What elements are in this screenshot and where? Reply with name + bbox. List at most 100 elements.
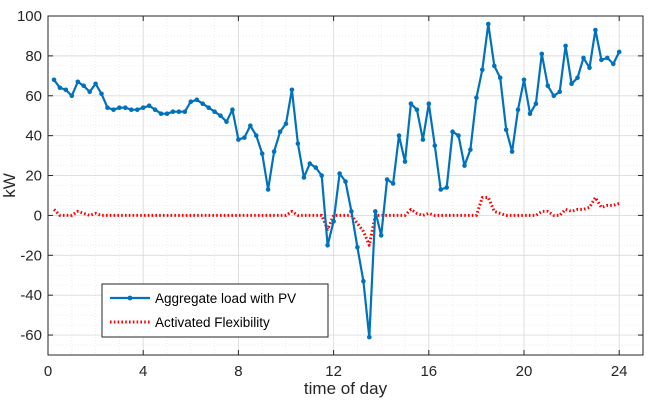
legend: Aggregate load with PV Activated Flexibi… bbox=[101, 283, 329, 338]
y-axis: 100 80 60 40 20 0 -20 -40 -60 bbox=[17, 8, 643, 344]
data-point-aggregate-load bbox=[188, 99, 194, 104]
data-point-aggregate-load bbox=[253, 133, 259, 138]
data-point-aggregate-load bbox=[414, 107, 420, 112]
x-tick-label: 8 bbox=[234, 363, 242, 380]
data-point-aggregate-load bbox=[194, 97, 200, 103]
data-point-aggregate-load bbox=[81, 83, 86, 89]
data-point-aggregate-load bbox=[486, 21, 491, 27]
data-point-aggregate-load bbox=[616, 49, 622, 55]
data-point-aggregate-load bbox=[63, 87, 69, 93]
data-point-aggregate-load bbox=[259, 151, 265, 156]
data-point-aggregate-load bbox=[384, 177, 390, 182]
x-tick-label: 12 bbox=[325, 363, 342, 380]
data-point-aggregate-load bbox=[539, 51, 545, 57]
y-tick-label: -20 bbox=[20, 247, 42, 264]
data-point-aggregate-load bbox=[117, 105, 122, 110]
data-point-aggregate-load bbox=[581, 55, 586, 61]
data-point-aggregate-load bbox=[242, 135, 247, 140]
y-tick-label: -40 bbox=[20, 287, 42, 304]
data-point-aggregate-load bbox=[337, 171, 342, 176]
data-point-aggregate-load bbox=[99, 91, 104, 97]
data-point-aggregate-load bbox=[408, 101, 414, 106]
data-point-aggregate-load bbox=[331, 219, 336, 224]
data-point-aggregate-load bbox=[283, 121, 289, 126]
data-point-aggregate-load bbox=[265, 187, 271, 192]
data-point-aggregate-load bbox=[295, 141, 301, 146]
data-point-aggregate-load bbox=[111, 107, 116, 112]
data-point-aggregate-load bbox=[105, 105, 110, 110]
data-point-aggregate-load bbox=[557, 89, 562, 95]
data-point-aggregate-load bbox=[87, 89, 92, 95]
data-point-aggregate-load bbox=[355, 245, 360, 250]
data-point-aggregate-load bbox=[349, 209, 354, 214]
data-point-aggregate-load bbox=[521, 77, 527, 83]
data-point-aggregate-load bbox=[135, 107, 140, 112]
data-point-aggregate-load bbox=[206, 105, 211, 110]
series-layer bbox=[51, 21, 622, 340]
x-tick-label: 4 bbox=[139, 363, 147, 380]
data-point-aggregate-load bbox=[75, 79, 81, 85]
data-point-aggregate-load bbox=[307, 161, 313, 166]
data-point-aggregate-load bbox=[492, 63, 497, 69]
data-point-aggregate-load bbox=[152, 107, 158, 112]
data-point-aggregate-load bbox=[319, 173, 325, 178]
data-point-aggregate-load bbox=[503, 127, 509, 132]
data-point-aggregate-load bbox=[474, 95, 479, 101]
legend-marker-aggregate bbox=[127, 295, 133, 301]
data-point-aggregate-load bbox=[390, 181, 396, 186]
data-point-aggregate-load bbox=[551, 93, 557, 99]
data-point-aggregate-load bbox=[533, 101, 539, 106]
data-point-aggregate-load bbox=[224, 119, 229, 124]
data-point-aggregate-load bbox=[438, 187, 444, 192]
y-tick-label: 80 bbox=[25, 48, 42, 65]
data-point-aggregate-load bbox=[509, 149, 515, 154]
data-point-aggregate-load bbox=[611, 61, 616, 67]
plot-frame bbox=[47, 15, 644, 356]
data-point-aggregate-load bbox=[230, 107, 235, 112]
data-point-aggregate-load bbox=[182, 109, 188, 114]
y-tick-label: 60 bbox=[25, 88, 42, 105]
data-point-aggregate-load bbox=[129, 107, 134, 112]
data-point-aggregate-load bbox=[432, 143, 438, 148]
data-point-aggregate-load bbox=[462, 163, 467, 168]
data-point-aggregate-load bbox=[200, 101, 205, 106]
data-point-aggregate-load bbox=[301, 175, 307, 180]
data-point-aggregate-load bbox=[123, 105, 128, 110]
data-point-aggregate-load bbox=[361, 278, 366, 284]
data-point-aggregate-load bbox=[248, 123, 253, 128]
data-point-aggregate-load bbox=[563, 43, 568, 49]
data-point-aggregate-load bbox=[313, 165, 319, 170]
data-point-aggregate-load bbox=[69, 93, 75, 99]
data-point-aggregate-load bbox=[164, 111, 170, 116]
y-tick-label: 100 bbox=[17, 8, 42, 25]
data-point-aggregate-load bbox=[480, 67, 485, 73]
data-point-aggregate-load bbox=[569, 81, 574, 87]
y-tick-label: -60 bbox=[20, 327, 42, 344]
data-point-aggregate-load bbox=[93, 81, 98, 87]
legend-label-aggregate: Aggregate load with PV bbox=[155, 291, 296, 306]
data-point-aggregate-load bbox=[444, 185, 450, 190]
data-point-aggregate-load bbox=[170, 109, 176, 114]
data-point-aggregate-load bbox=[605, 55, 610, 61]
data-point-aggregate-load bbox=[396, 133, 402, 138]
data-point-aggregate-load bbox=[527, 111, 533, 116]
data-point-aggregate-load bbox=[450, 129, 455, 134]
data-point-aggregate-load bbox=[212, 109, 217, 114]
data-point-aggregate-load bbox=[515, 107, 521, 112]
minor-grid bbox=[48, 16, 644, 356]
data-point-aggregate-load bbox=[158, 111, 164, 116]
data-point-aggregate-load bbox=[271, 149, 277, 154]
y-tick-label: 40 bbox=[25, 128, 42, 145]
data-point-aggregate-load bbox=[343, 179, 348, 184]
y-tick-label: 0 bbox=[34, 207, 42, 224]
data-point-aggregate-load bbox=[325, 243, 330, 248]
data-point-aggregate-load bbox=[426, 101, 432, 106]
data-point-aggregate-load bbox=[587, 65, 592, 71]
data-point-aggregate-load bbox=[57, 85, 63, 91]
data-point-aggregate-load bbox=[420, 137, 426, 142]
x-tick-label: 16 bbox=[420, 363, 437, 380]
data-point-aggregate-load bbox=[402, 159, 408, 164]
data-point-aggregate-load bbox=[373, 209, 378, 214]
legend-label-flexibility: Activated Flexibility bbox=[155, 315, 270, 330]
